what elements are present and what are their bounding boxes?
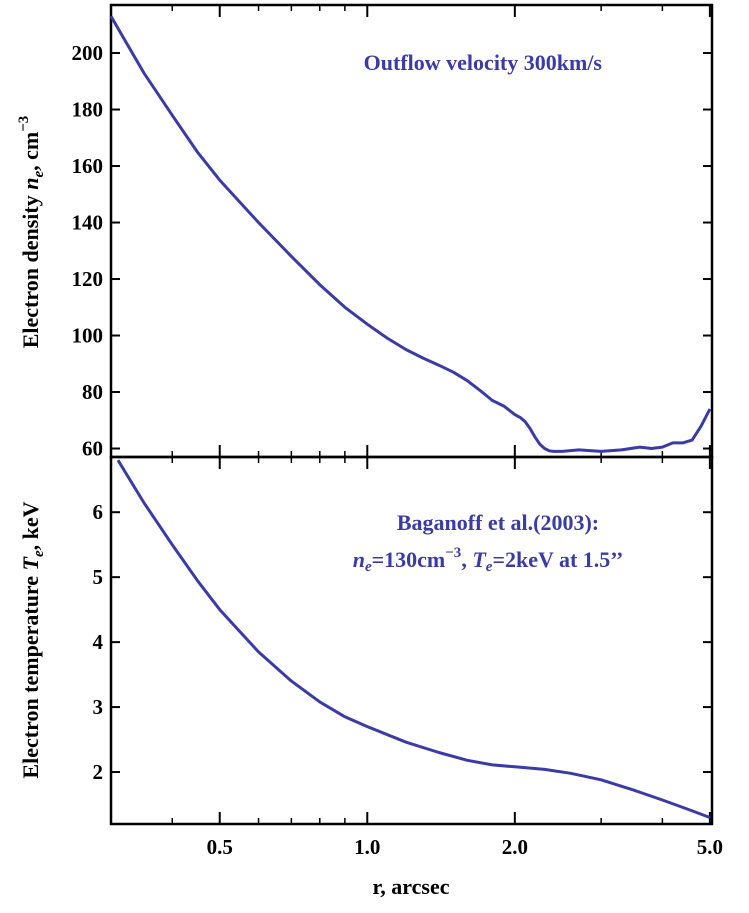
top-y-axis-label: Electron density ne, cm−3 (16, 116, 47, 349)
bottom-plot-frame (109, 455, 714, 826)
x-tick-label: 2.0 (502, 835, 528, 859)
bottom-series-line (116, 459, 711, 819)
bottom-annotation-line1: Baganoff et al.(2003): (397, 510, 599, 535)
bottom-y-tick-label: 3 (93, 695, 104, 719)
bottom-y-tick-label: 4 (93, 630, 104, 654)
top-y-tick-label: 80 (82, 380, 103, 404)
top-y-tick-label: 140 (72, 211, 104, 235)
bottom-y-tick-label: 5 (93, 565, 104, 589)
bottom-annotation-line2: ne=130cm−3, Te=2keV at 1.5’’ (353, 545, 624, 575)
top-annotation: Outflow velocity 300km/s (364, 50, 603, 75)
bottom-y-tick-label: 2 (93, 760, 104, 784)
bottom-y-axis-label: Electron temperature Te, keV (18, 501, 47, 778)
top-series-line (109, 15, 712, 453)
x-axis-label: r, arcsec (373, 874, 450, 899)
top-y-tick-label: 120 (72, 267, 104, 291)
x-tick-label: 5.0 (697, 835, 723, 859)
top-y-tick-label: 160 (72, 154, 104, 178)
top-y-tick-label: 180 (72, 98, 104, 122)
top-axis-ticks: 60 80 100 120 140 160 180 200 (72, 5, 712, 461)
top-y-tick-label: 100 (72, 324, 104, 348)
bottom-y-tick-label: 6 (93, 500, 104, 524)
x-tick-label: 0.5 (207, 835, 233, 859)
top-y-tick-label: 200 (72, 41, 104, 65)
x-tick-label: 1.0 (354, 835, 380, 859)
top-y-tick-label: 60 (82, 437, 103, 461)
bottom-axis-ticks: 2 3 4 5 6 0.5 1.0 2.0 5.0 (93, 457, 723, 859)
